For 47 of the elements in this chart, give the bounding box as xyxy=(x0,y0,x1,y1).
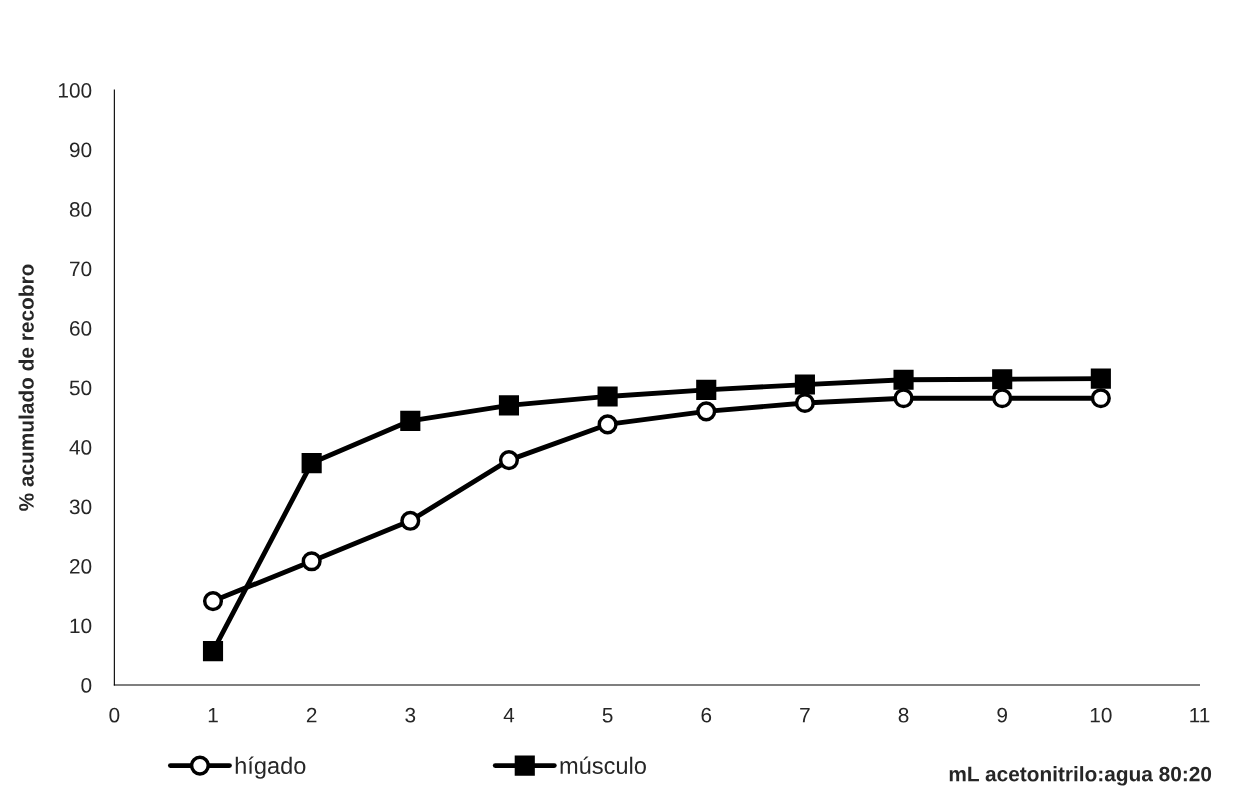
legend-label: hígado xyxy=(235,756,306,779)
x-tick-label: 10 xyxy=(1090,707,1112,723)
point xyxy=(400,510,421,531)
y-tick-label: 80 xyxy=(69,202,92,217)
x-tick-label: 11 xyxy=(1190,708,1210,723)
point xyxy=(301,551,322,572)
point xyxy=(696,401,717,422)
x-axis-title: mL acetonitrilo:agua 80:20 xyxy=(949,766,1212,786)
point xyxy=(794,392,815,414)
point xyxy=(498,395,520,416)
point xyxy=(400,410,421,431)
x-tick-label: 5 xyxy=(602,708,613,723)
point xyxy=(202,591,224,612)
x-tick-label: 3 xyxy=(405,707,416,723)
x-tick-label: 0 xyxy=(109,707,120,723)
y-tick-label: 60 xyxy=(70,321,92,336)
x-tick-label: 7 xyxy=(800,708,810,723)
point xyxy=(1090,368,1111,389)
y-tick-label: 20 xyxy=(70,559,92,574)
point xyxy=(301,453,322,474)
point xyxy=(794,374,815,395)
point xyxy=(992,388,1013,409)
y-tick-label: 0 xyxy=(81,678,92,693)
y-tick-label: 30 xyxy=(69,499,92,515)
x-tick-label: 1 xyxy=(208,708,218,723)
x-tick-label: 8 xyxy=(898,707,909,723)
point xyxy=(498,450,520,471)
y-axis-title: % acumulado de recobro xyxy=(18,264,34,511)
point xyxy=(597,414,618,435)
point xyxy=(696,379,717,400)
point xyxy=(893,369,914,390)
point xyxy=(597,386,618,407)
point xyxy=(992,369,1013,390)
y-tick-label: 50 xyxy=(69,380,92,396)
point xyxy=(202,641,224,662)
x-tick-label: 6 xyxy=(701,707,712,723)
x-tick-label: 4 xyxy=(503,708,515,723)
y-tick-label: 70 xyxy=(70,261,92,277)
x-tick-label: 2 xyxy=(306,707,317,723)
y-tick-label: 40 xyxy=(69,440,92,455)
legend-label: músculo xyxy=(560,756,646,775)
point xyxy=(1090,388,1111,409)
point xyxy=(893,388,914,409)
x-tick-label: 9 xyxy=(997,707,1007,723)
y-tick-label: 90 xyxy=(69,142,92,158)
y-tick-label: 10 xyxy=(70,618,92,634)
y-tick-label: 100 xyxy=(58,83,92,98)
